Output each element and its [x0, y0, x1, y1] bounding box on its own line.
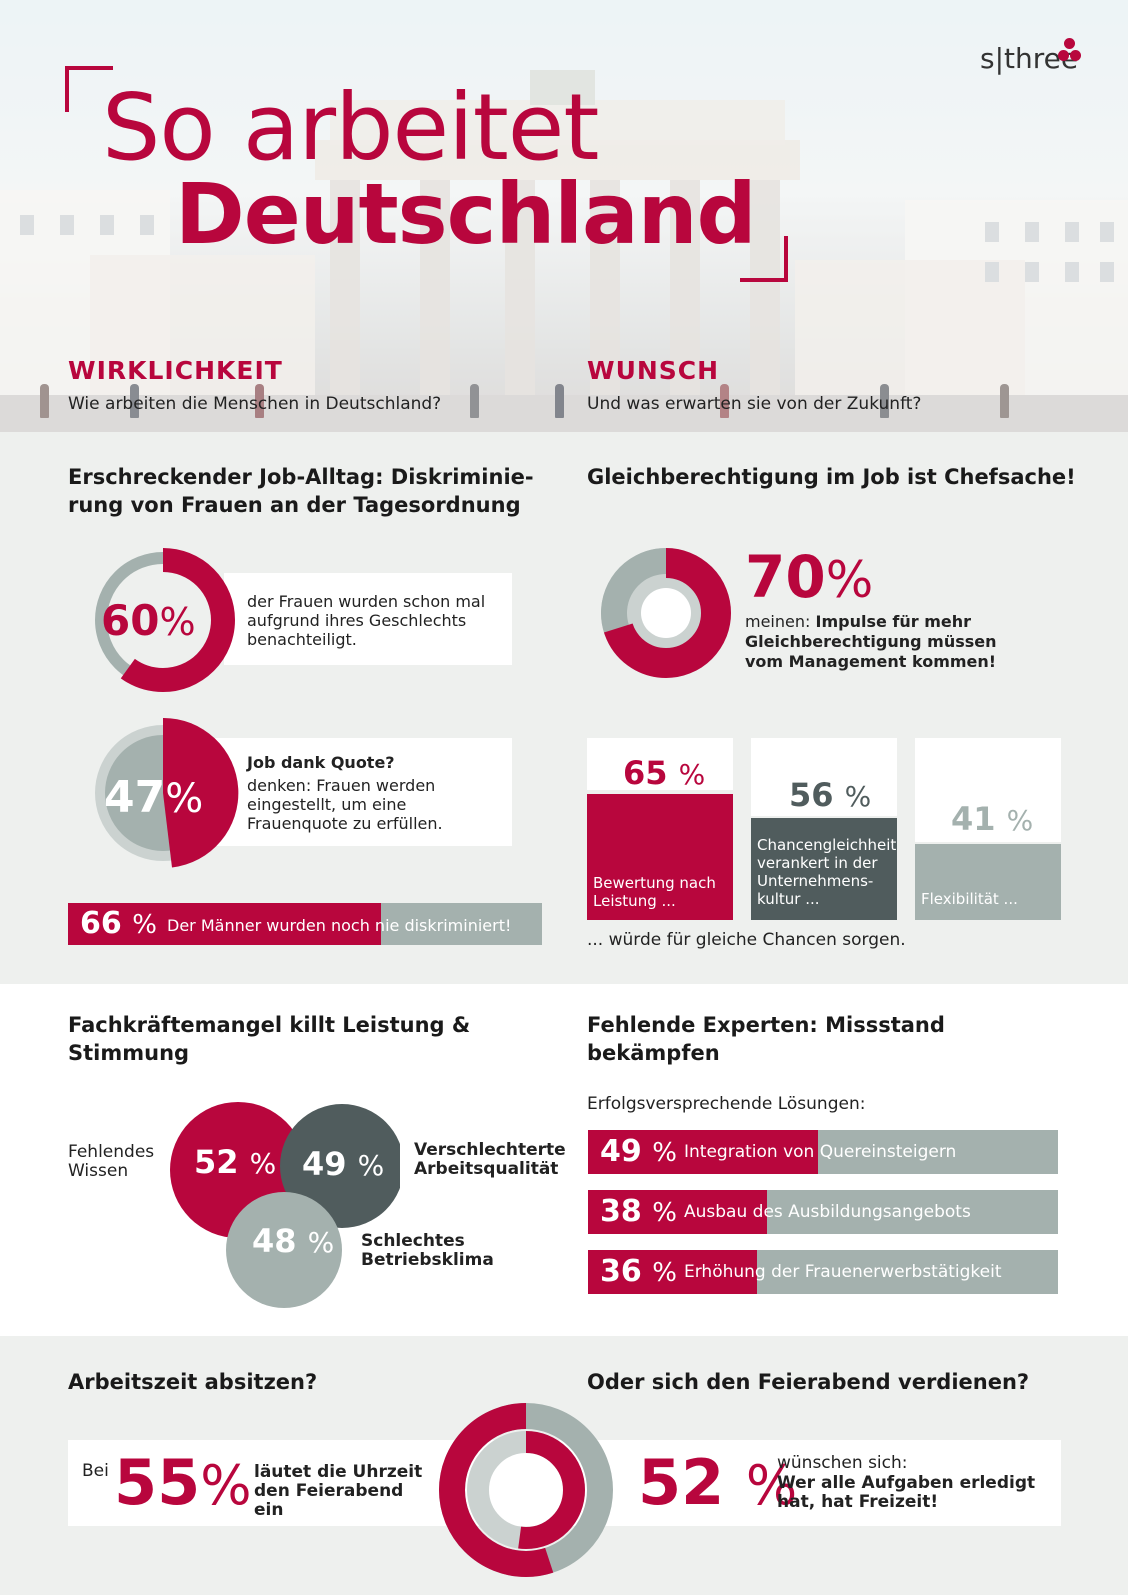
logo-dot	[1064, 38, 1075, 49]
venn-label-wissen: Fehlendes Wissen	[68, 1142, 155, 1181]
solution-bar-3: 36 % Erhöhung der Frauenerwerbstätigkeit	[588, 1250, 1058, 1294]
solution-bar-1: 49 % Integration von Quereinsteigern	[588, 1130, 1058, 1174]
worktime-right-prefix: wünschen sich:	[777, 1453, 908, 1473]
donut-47-chart	[95, 718, 239, 868]
reality-subheading: Wie arbeiten die Menschen in Deutschland…	[68, 394, 442, 414]
donut-70-chart	[601, 548, 731, 678]
stat-card	[210, 738, 512, 846]
card2-label: Chancengleichheit verankert in der Unter…	[757, 836, 897, 908]
solution-bar-2: 38 % Ausbau des Ausbildungsangebots	[588, 1190, 1058, 1234]
solution-bar-2-value: 38 %	[600, 1194, 677, 1229]
worktime-left-text: läutet die Uhrzeit den Feierabend ein	[254, 1462, 423, 1520]
card1-label: Bewertung nach Leistung ...	[593, 874, 716, 910]
card1-value: 65 %	[623, 754, 706, 792]
stat-card	[224, 573, 512, 665]
worktime-right-text: Wer alle Aufgaben erledigt hat, hat Frei…	[777, 1473, 1036, 1512]
title-bracket-bottom	[740, 236, 788, 282]
experts-subheading: Erfolgsversprechende Lösungen:	[587, 1094, 866, 1114]
solution-bar-3-value: 36 %	[600, 1254, 677, 1289]
equality-main-value: 70%	[745, 543, 874, 611]
stat1-text: der Frauen wurden schon mal aufgrund ihr…	[247, 592, 486, 649]
stat3-text: Der Männer wurden noch nie diskriminiert…	[167, 916, 512, 935]
title-bracket-top	[65, 66, 113, 112]
equality-footer: ... würde für gleiche Chancen sorgen.	[587, 930, 906, 950]
solution-bar-1-value: 49 %	[600, 1134, 677, 1169]
experts-heading: Fehlende Experten: Missstand bekämpfen	[587, 1013, 945, 1065]
solution-bar-1-label: Integration von Quereinsteigern	[684, 1142, 957, 1162]
venn-52-value: 52 %	[194, 1143, 277, 1181]
men-bar-fill	[68, 903, 381, 945]
worktime-donut-chart	[439, 1403, 613, 1577]
stat2-text: denken: Frauen werden eingestellt, um ei…	[247, 776, 443, 833]
worktime-left-heading: Arbeitszeit absitzen?	[68, 1370, 318, 1394]
wish-subheading: Und was erwarten sie von der Zukunft?	[587, 394, 922, 414]
venn-48-value: 48 %	[252, 1222, 335, 1260]
logo-dot	[1070, 50, 1081, 61]
stat1-value: 60%	[101, 596, 196, 645]
venn-49-value: 49 %	[302, 1145, 385, 1183]
discrimination-heading: Erschreckender Job-Alltag: Diskriminie- …	[68, 465, 534, 517]
stat3-value: 66 %	[80, 906, 157, 941]
page-title-line2: Deutschland	[175, 165, 757, 263]
venn-label-qualitaet: Verschlechterte Arbeitsqualität	[414, 1140, 566, 1179]
skills-heading: Fachkräftemangel killt Leistung & Stimmu…	[68, 1013, 471, 1065]
solution-bar-3-label: Erhöhung der Frauenerwerbstätigkeit	[684, 1262, 1002, 1282]
card2-value: 56 %	[789, 776, 872, 814]
wish-heading: WUNSCH	[587, 356, 720, 385]
worktime-left-value: 55%	[114, 1446, 252, 1519]
hero-banner	[0, 0, 1128, 432]
venn-label-klima: Schlechtes Betriebsklima	[361, 1231, 494, 1270]
equality-heading: Gleichberechtigung im Job ist Chefsache!	[587, 465, 1076, 489]
solution-bar-3-fill	[588, 1250, 758, 1294]
card3-label: Flexibilität ...	[921, 890, 1018, 908]
solution-bar-2-fill	[588, 1190, 767, 1234]
card3-value: 41 %	[951, 800, 1034, 838]
logo-dot	[1058, 50, 1069, 61]
solution-bar-2-label: Ausbau des Ausbildungsangebots	[684, 1202, 971, 1222]
worktime-right-heading: Oder sich den Feierabend verdienen?	[587, 1370, 1030, 1394]
page-title-line1: So arbeitet	[102, 74, 599, 181]
stat2-value: 47%	[104, 772, 204, 823]
venn-chart	[170, 1102, 400, 1308]
equality-main-text: meinen: Impulse für mehr Gleichberechtig…	[745, 612, 997, 671]
reality-heading: WIRKLICHKEIT	[68, 356, 283, 385]
stat2-title: Job dank Quote?	[247, 753, 395, 772]
solution-bar-1-fill	[588, 1130, 819, 1174]
donut-60-chart	[91, 548, 235, 692]
worktime-right-value: 52 %	[638, 1446, 798, 1519]
worktime-left-prefix: Bei	[82, 1461, 109, 1481]
